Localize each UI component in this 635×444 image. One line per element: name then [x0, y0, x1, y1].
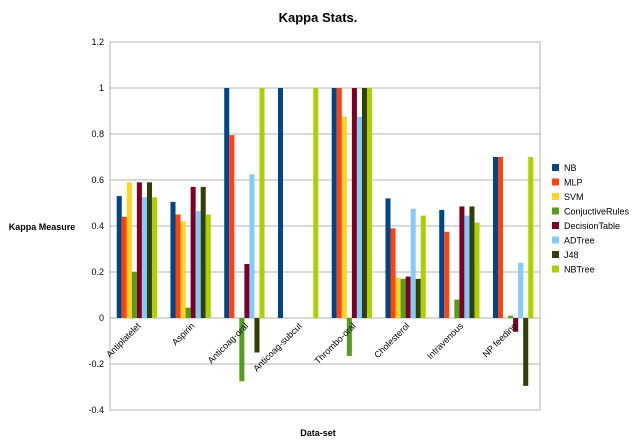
bar-j48-2	[254, 318, 260, 353]
bar-j48-0	[146, 182, 152, 318]
bar-conjuctiverules-5	[400, 278, 406, 318]
bar-decisiontable-4	[351, 88, 357, 318]
legend-label: ConjuctiveRules	[564, 207, 630, 217]
bar-nbtree-4	[366, 88, 373, 318]
legend-swatch-mlp	[552, 178, 559, 186]
legend-swatch-decisiontable	[552, 222, 559, 229]
y-tick-label: 0.8	[91, 129, 104, 139]
bar-adtree-6	[464, 215, 470, 318]
bar-conjuctiverules-6	[454, 299, 460, 318]
y-tick-label: 1	[99, 83, 104, 93]
bar-decisiontable-7	[513, 318, 519, 332]
bar-adtree-4	[356, 116, 362, 318]
y-tick-labels: -0.4 -0.2 0 0.2 0.4 0.6 0.8 1 1.2	[88, 37, 104, 415]
bar-decisiontable-1	[190, 186, 196, 318]
bar-mlp-7	[498, 157, 504, 318]
bar-mlp-4	[336, 88, 342, 318]
bar-j48-5	[415, 278, 421, 318]
bar-nbtree-2	[259, 88, 265, 318]
bar-svm-1	[180, 221, 186, 318]
bar-nb-7	[492, 157, 499, 318]
bar-decisiontable-0	[136, 182, 142, 318]
plot-frame	[109, 41, 541, 411]
bar-j48-1	[200, 186, 206, 318]
bar-conjuctiverules-4	[346, 318, 352, 356]
bar-nb-6	[439, 209, 445, 318]
bar-nb-5	[385, 198, 391, 318]
category-label: NP feeding	[481, 321, 519, 359]
bar-conjuctiverules-1	[185, 307, 191, 318]
bar-conjuctiverules-7	[508, 315, 514, 318]
bar-mlp-0	[121, 216, 127, 318]
legend-label: NB	[564, 163, 577, 173]
bar-j48-6	[469, 206, 475, 318]
category-label: Cholesterol	[372, 321, 411, 360]
legend-label: NBTree	[564, 265, 595, 275]
y-tick-label: 1.2	[91, 37, 104, 47]
bar-mlp-1	[175, 214, 181, 318]
legend-label: SVM	[564, 192, 584, 202]
y-axis-title: Kappa Measure	[9, 222, 76, 232]
bar-decisiontable-2	[244, 263, 250, 318]
bar-nbtree-3	[313, 88, 319, 318]
legend: NB MLP SVM ConjuctiveRules DecisionTable ADTr…	[552, 163, 630, 275]
bar-layer	[116, 88, 534, 386]
legend-swatch-j48	[552, 251, 559, 258]
bar-adtree-2	[249, 174, 255, 318]
chart-title: Kappa Stats.	[279, 10, 358, 25]
bar-nb-1	[170, 201, 176, 318]
category-label: Aspirin	[170, 321, 197, 348]
y-tick-label: 0.6	[91, 175, 104, 185]
legend-label: J48	[564, 250, 579, 260]
bar-nb-0	[116, 196, 122, 318]
bar-nbtree-5	[420, 215, 426, 318]
category-labels: Antiplatelet Aspirin Anticoag-oral Anticoag…	[104, 320, 519, 373]
legend-label: MLP	[564, 178, 583, 188]
bar-nb-3	[277, 88, 284, 318]
bar-conjuctiverules-0	[131, 272, 137, 318]
legend-swatch-adtree	[552, 236, 559, 244]
legend-swatch-svm	[552, 193, 559, 200]
bar-adtree-1	[195, 211, 201, 318]
bar-decisiontable-5	[405, 276, 411, 318]
y-tick-label: 0.4	[91, 221, 104, 231]
bar-nbtree-1	[205, 214, 211, 318]
bar-nb-2	[224, 88, 230, 318]
bar-adtree-0	[141, 197, 147, 318]
bar-nb-4	[331, 88, 337, 318]
bar-mlp-2	[229, 135, 235, 318]
bar-nbtree-6	[474, 222, 480, 318]
bar-conjuctiverules-2	[239, 318, 245, 382]
bar-adtree-5	[410, 208, 416, 318]
legend-swatch-conjuctiverules	[552, 207, 559, 215]
y-tick-label: 0.2	[91, 267, 104, 277]
legend-label: ADTree	[564, 236, 595, 246]
bar-svm-5	[395, 277, 401, 318]
bar-mlp-6	[444, 231, 450, 318]
bar-adtree-7	[518, 262, 524, 318]
y-tick-label: 0	[99, 313, 104, 323]
bar-nbtree-0	[151, 197, 158, 318]
y-tick-label: -0.2	[88, 359, 104, 369]
category-label: Intravenous	[425, 320, 466, 361]
bar-j48-4	[361, 88, 367, 318]
bar-decisiontable-6	[459, 206, 465, 318]
bar-svm-0	[126, 182, 132, 318]
legend-swatch-nbtree	[552, 265, 559, 273]
y-tick-label: -0.4	[88, 405, 104, 415]
bar-mlp-5	[390, 228, 396, 318]
legend-swatch-nb	[552, 164, 559, 171]
bar-svm-4	[341, 116, 347, 318]
bar-nbtree-7	[528, 157, 534, 318]
legend-label: DecisionTable	[564, 221, 620, 231]
bar-j48-7	[523, 318, 529, 386]
x-axis-title: Data-set	[300, 428, 336, 438]
